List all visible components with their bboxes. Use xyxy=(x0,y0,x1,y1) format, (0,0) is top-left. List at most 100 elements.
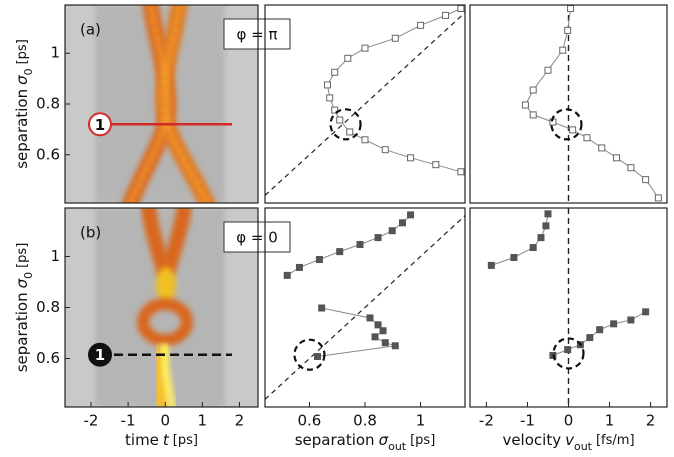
x-tick-label: 0.6 xyxy=(298,412,322,430)
heatmap-b xyxy=(65,208,258,407)
label-symbol: σ xyxy=(13,75,31,85)
data-point xyxy=(529,86,537,94)
panel-label: (a) xyxy=(80,21,101,39)
frame xyxy=(469,4,668,204)
data-point xyxy=(442,11,450,19)
x-tick-label: -2 xyxy=(83,412,98,430)
x-tick-label: 1 xyxy=(416,412,426,430)
axis-label: separation σ0 [ps] xyxy=(13,243,35,373)
axis-label: separation σout [ps] xyxy=(295,431,436,453)
data-point xyxy=(567,5,575,13)
reference-label: 1 xyxy=(95,346,105,364)
x-tick-label: 1 xyxy=(605,412,615,430)
y-tick-label: 1 xyxy=(50,247,60,265)
data-point xyxy=(366,314,374,322)
data-point xyxy=(529,111,537,119)
data-point xyxy=(407,211,415,219)
plots: 0.60.811(a) φ = πseparationσ0[ps]0.60.81-… xyxy=(13,4,668,453)
reference-marker xyxy=(88,342,112,367)
data-point xyxy=(596,326,604,334)
data-point xyxy=(569,126,577,134)
data-point xyxy=(295,263,303,271)
frame xyxy=(264,207,466,408)
label-symbol: v xyxy=(565,431,575,449)
label-unit: [ps] xyxy=(15,243,30,268)
data-point xyxy=(642,308,650,316)
annotation: φ = 0 xyxy=(236,229,278,247)
data-point xyxy=(283,271,291,279)
highlight-circle xyxy=(293,338,326,371)
data-point xyxy=(544,210,552,218)
data-point xyxy=(326,94,334,102)
annotation-box xyxy=(223,18,291,50)
x-tick-label: 0 xyxy=(564,412,574,430)
data-point xyxy=(371,333,379,341)
series-line xyxy=(491,213,646,356)
data-point xyxy=(356,240,364,248)
data-point xyxy=(379,327,387,335)
data-point xyxy=(388,227,396,235)
axis-label: time t [ps] xyxy=(125,431,198,449)
frame xyxy=(64,4,259,204)
data-point xyxy=(374,234,382,242)
data-point xyxy=(324,81,331,89)
data-point xyxy=(564,26,572,34)
data-point xyxy=(642,176,650,184)
data-point xyxy=(336,116,344,124)
data-point xyxy=(598,144,606,152)
label-text: separation xyxy=(13,89,31,169)
data-point xyxy=(361,44,369,52)
data-point xyxy=(627,316,635,324)
reference-marker xyxy=(88,112,112,137)
axis-label: velocity vout [fs/m] xyxy=(502,431,634,453)
data-point xyxy=(344,54,352,62)
data-point xyxy=(544,66,552,74)
label-symbol: σ xyxy=(379,431,389,449)
label-text: separation xyxy=(13,292,31,372)
reference-label: 1 xyxy=(95,116,105,134)
data-point xyxy=(457,5,465,13)
label-unit: [ps] xyxy=(15,39,30,64)
diagonal xyxy=(265,215,465,400)
data-point xyxy=(346,128,354,136)
data-point xyxy=(374,321,382,329)
data-point xyxy=(314,352,321,360)
data-point xyxy=(331,68,339,76)
y-tick-label: 1 xyxy=(50,44,60,62)
highlight-circle xyxy=(552,337,585,370)
data-point xyxy=(407,154,415,162)
series-line xyxy=(524,8,659,199)
panel: -2 -1 0 1 2 xyxy=(469,207,668,430)
data-point xyxy=(529,244,537,252)
data-point xyxy=(361,136,369,144)
data-point xyxy=(627,164,635,172)
label-unit: [ps] xyxy=(410,433,435,448)
panel: 0.6 0.8 1 -2 -1 0 1 2 1 (b) φ = 0 xyxy=(36,207,291,430)
data-point xyxy=(586,334,594,342)
data-point xyxy=(559,46,567,54)
data-point xyxy=(318,304,326,312)
panel xyxy=(264,4,466,204)
data-point xyxy=(381,146,389,154)
plot-area xyxy=(521,5,662,203)
label-sub: out xyxy=(388,440,407,453)
data-point xyxy=(610,320,618,328)
series-line xyxy=(286,214,411,357)
y-tick-label: 0.6 xyxy=(36,145,60,163)
label-text: velocity xyxy=(502,431,561,449)
data-point xyxy=(399,219,406,227)
data-point xyxy=(432,161,440,169)
axis-label: separation σ0 [ps] xyxy=(13,39,35,169)
label-sub: 0 xyxy=(22,272,35,279)
plot-area xyxy=(487,208,650,407)
data-point xyxy=(315,256,323,264)
annotation-box xyxy=(223,221,291,253)
label-text: separation xyxy=(295,431,375,449)
highlight-circle xyxy=(550,108,583,141)
data-point xyxy=(487,261,495,269)
data-point xyxy=(613,154,621,162)
data-point xyxy=(654,194,662,202)
label-unit: [fs/m] xyxy=(596,433,635,448)
data-point xyxy=(336,248,344,256)
